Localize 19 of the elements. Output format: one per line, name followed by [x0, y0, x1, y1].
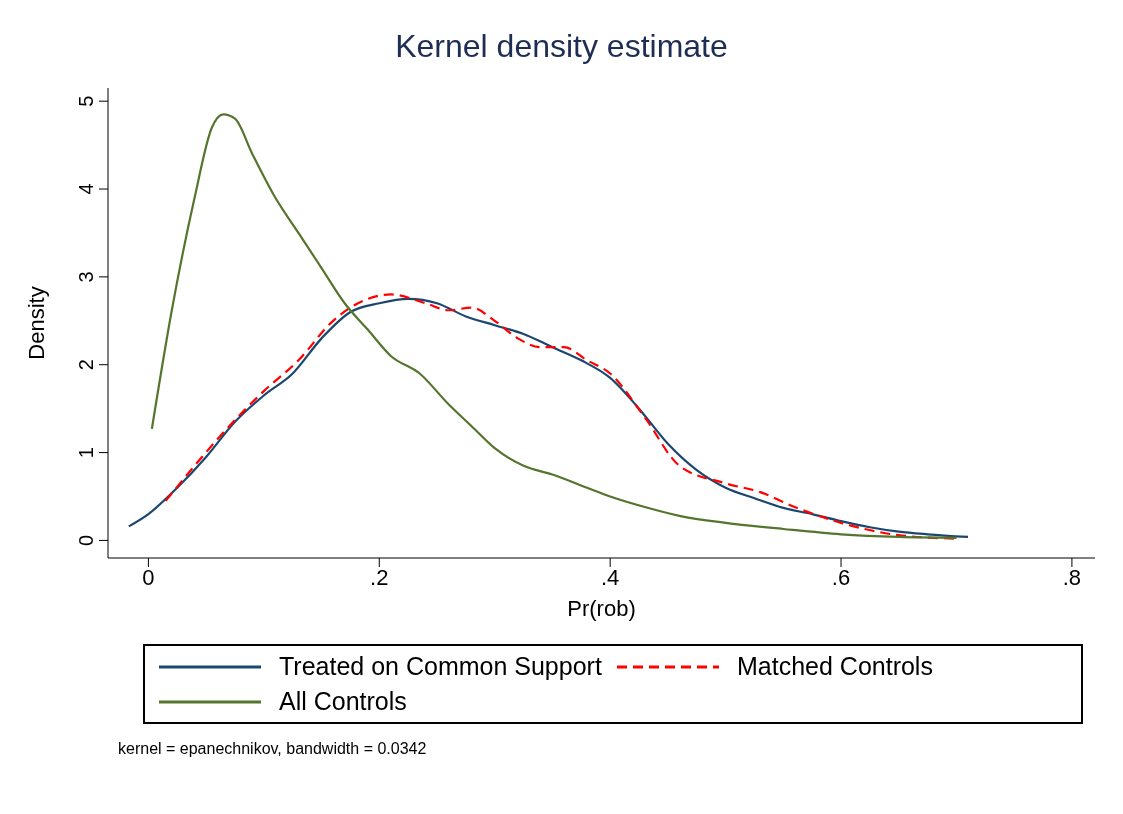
- y-tick-label: 1: [75, 447, 97, 459]
- text: kernel = epanechnikov, bandwidth = 0.0342: [118, 740, 428, 758]
- chart-title: Kernel density estimate: [394, 27, 729, 66]
- y-tick-label: 3: [75, 271, 97, 283]
- x-axis-title: Pr(rob): [567, 596, 636, 621]
- x-tick-label: 0: [142, 564, 155, 590]
- legend-label: Treated on Common Support: [279, 652, 602, 681]
- y-axis-title: Density: [23, 286, 49, 360]
- y-tick-label: 0: [75, 534, 97, 546]
- y-tick-label: 4: [75, 183, 97, 195]
- line-series: [150, 113, 958, 539]
- legend-label: Matched Controls: [737, 652, 933, 681]
- x-tick-label: .2: [370, 564, 389, 590]
- x-tick-label: .8: [1062, 564, 1082, 590]
- y-tick-label: 2: [75, 359, 97, 371]
- legend-label: All Controls: [279, 687, 407, 716]
- x-tick-label: .6: [831, 564, 851, 590]
- y-tick-label: 5: [75, 95, 97, 107]
- x-tick-label: .4: [600, 564, 620, 590]
